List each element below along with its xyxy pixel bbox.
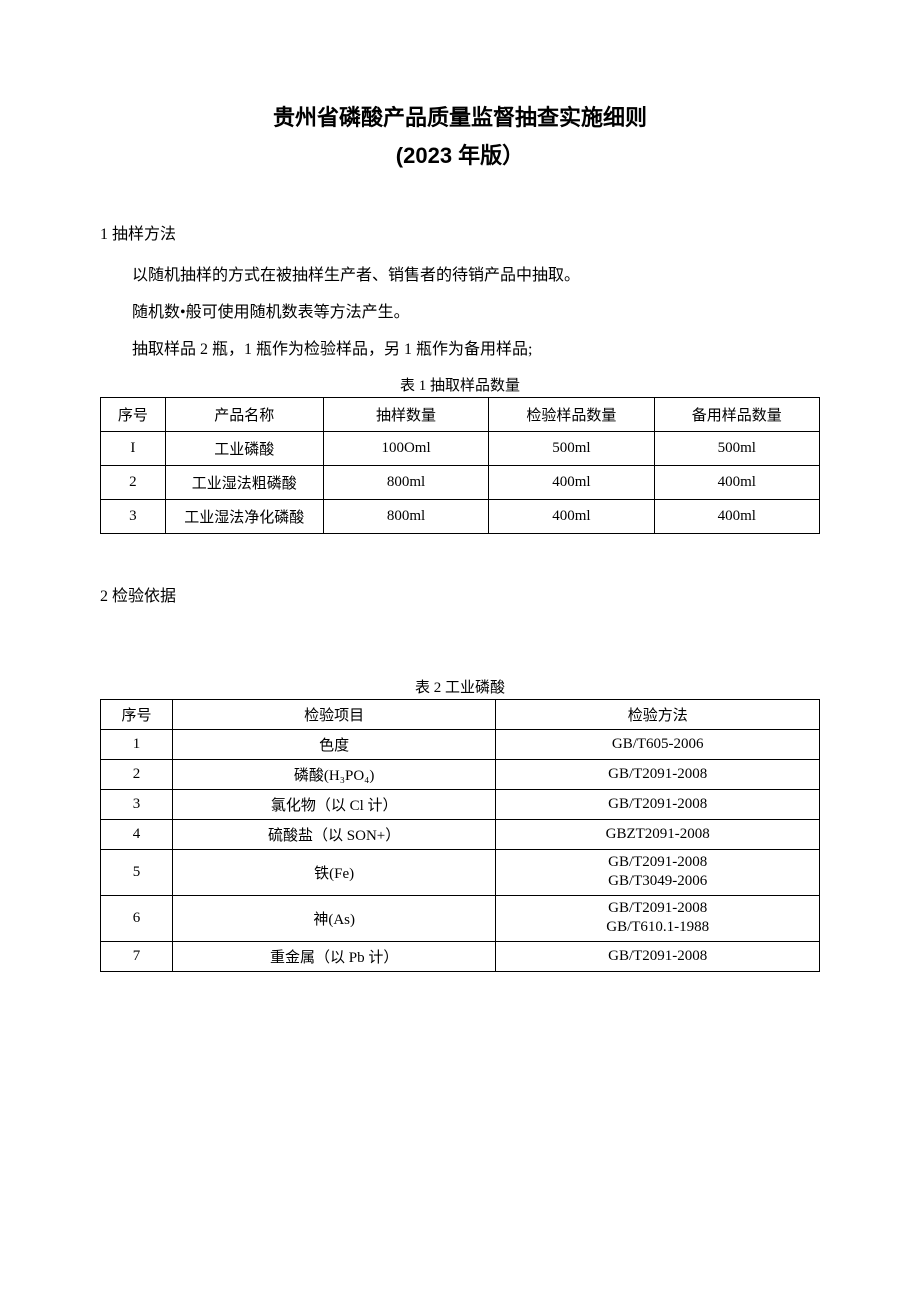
table2-cell: GB/T2091-2008 bbox=[496, 789, 820, 819]
table1-cell: 400ml bbox=[489, 465, 654, 499]
table1-cell: 400ml bbox=[489, 499, 654, 533]
table2-cell: GB/T2091-2008GB/T610.1-1988 bbox=[496, 895, 820, 941]
table2-cell: 2 bbox=[101, 759, 173, 789]
table2-cell: GB/T2091-2008GB/T3049-2006 bbox=[496, 849, 820, 895]
table2-row: 6 神(As) GB/T2091-2008GB/T610.1-1988 bbox=[101, 895, 820, 941]
table2-cell: 4 bbox=[101, 819, 173, 849]
table1-cell: 500ml bbox=[654, 431, 819, 465]
section1-para-3: 抽取样品 2 瓶，1 瓶作为检验样品，另 1 瓶作为备用样品; bbox=[100, 332, 820, 367]
table2-cell: GBZT2091-2008 bbox=[496, 819, 820, 849]
table1-header-row: 序号 产品名称 抽样数量 检验样品数量 备用样品数量 bbox=[101, 397, 820, 431]
table1-header-cell: 产品名称 bbox=[165, 397, 323, 431]
table2-cell: 神(As) bbox=[172, 895, 496, 941]
table1-cell: 工业磷酸 bbox=[165, 431, 323, 465]
table1-cell: 3 bbox=[101, 499, 166, 533]
table1-cell: I bbox=[101, 431, 166, 465]
table1-header-cell: 备用样品数量 bbox=[654, 397, 819, 431]
table1-cell: 工业湿法净化磷酸 bbox=[165, 499, 323, 533]
table2-row: 4 硫酸盐（以 SON+） GBZT2091-2008 bbox=[101, 819, 820, 849]
table1-caption: 表 1 抽取样品数量 bbox=[100, 374, 820, 395]
table2-row: 7 重金属（以 Pb 计） GB/T2091-2008 bbox=[101, 941, 820, 971]
table1-cell: 2 bbox=[101, 465, 166, 499]
table2-cell: 磷酸(H₃PO₄) bbox=[172, 759, 496, 789]
table2-cell: GB/T2091-2008 bbox=[496, 941, 820, 971]
table2-cell: 硫酸盐（以 SON+） bbox=[172, 819, 496, 849]
table1-row: I 工业磷酸 100Oml 500ml 500ml bbox=[101, 431, 820, 465]
section1-para-2: 随机数•般可使用随机数表等方法产生。 bbox=[100, 295, 820, 330]
table2-header-cell: 检验方法 bbox=[496, 699, 820, 729]
table2-row: 5 铁(Fe) GB/T2091-2008GB/T3049-2006 bbox=[101, 849, 820, 895]
title-block: 贵州省磷酸产品质量监督抽查实施细则 (2023 年版） bbox=[100, 100, 820, 170]
table2-cell: GB/T2091-2008 bbox=[496, 759, 820, 789]
table2-header-row: 序号 检验项目 检验方法 bbox=[101, 699, 820, 729]
table1-cell: 500ml bbox=[489, 431, 654, 465]
table2-cell: 色度 bbox=[172, 729, 496, 759]
table1-header-cell: 序号 bbox=[101, 397, 166, 431]
section1-heading: 1 抽样方法 bbox=[100, 220, 820, 244]
table2-cell: 5 bbox=[101, 849, 173, 895]
table1-row: 3 工业湿法净化磷酸 800ml 400ml 400ml bbox=[101, 499, 820, 533]
table2-header-cell: 检验项目 bbox=[172, 699, 496, 729]
section2-heading: 2 检验依据 bbox=[100, 582, 820, 606]
table2: 序号 检验项目 检验方法 1 色度 GB/T605-2006 2 磷酸(H₃PO… bbox=[100, 699, 820, 972]
table1-cell: 100Oml bbox=[323, 431, 488, 465]
table2-row: 2 磷酸(H₃PO₄) GB/T2091-2008 bbox=[101, 759, 820, 789]
main-title: 贵州省磷酸产品质量监督抽查实施细则 bbox=[100, 100, 820, 132]
table1-header-cell: 抽样数量 bbox=[323, 397, 488, 431]
table1-cell: 400ml bbox=[654, 465, 819, 499]
table2-cell: 1 bbox=[101, 729, 173, 759]
sub-title: (2023 年版） bbox=[100, 138, 820, 170]
table1-cell: 800ml bbox=[323, 499, 488, 533]
table1-cell: 400ml bbox=[654, 499, 819, 533]
table2-cell: 3 bbox=[101, 789, 173, 819]
table2-cell: 重金属（以 Pb 计） bbox=[172, 941, 496, 971]
table1-header-cell: 检验样品数量 bbox=[489, 397, 654, 431]
table1-cell: 800ml bbox=[323, 465, 488, 499]
table2-row: 3 氯化物（以 Cl 计） GB/T2091-2008 bbox=[101, 789, 820, 819]
section1-para-1: 以随机抽样的方式在被抽样生产者、销售者的待销产品中抽取。 bbox=[100, 258, 820, 293]
table1: 序号 产品名称 抽样数量 检验样品数量 备用样品数量 I 工业磷酸 100Oml… bbox=[100, 397, 820, 534]
table2-caption: 表 2 工业磷酸 bbox=[100, 676, 820, 697]
table2-cell: 7 bbox=[101, 941, 173, 971]
table2-header-cell: 序号 bbox=[101, 699, 173, 729]
table2-cell: GB/T605-2006 bbox=[496, 729, 820, 759]
table2-cell: 铁(Fe) bbox=[172, 849, 496, 895]
table2-row: 1 色度 GB/T605-2006 bbox=[101, 729, 820, 759]
table1-cell: 工业湿法粗磷酸 bbox=[165, 465, 323, 499]
table1-row: 2 工业湿法粗磷酸 800ml 400ml 400ml bbox=[101, 465, 820, 499]
table2-cell: 氯化物（以 Cl 计） bbox=[172, 789, 496, 819]
table2-cell: 6 bbox=[101, 895, 173, 941]
